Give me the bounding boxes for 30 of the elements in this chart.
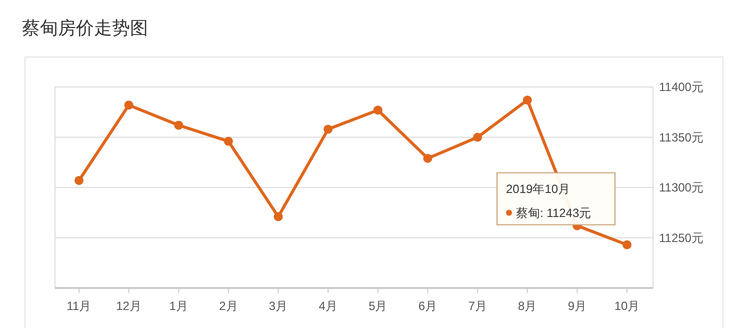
annotation: 2019年10月: [506, 182, 570, 196]
x-tick-label: 7月: [468, 299, 487, 313]
x-tick-label: 1月: [169, 299, 188, 313]
x-tick-label: 8月: [518, 299, 537, 313]
annotation: 蔡甸: 11243元: [516, 206, 592, 220]
point: [74, 176, 84, 185]
x-tick-label: 3月: [268, 299, 288, 313]
y-tick-label: 11300元: [659, 180, 704, 194]
x-tick-label: 5月: [368, 299, 388, 313]
point: [274, 212, 283, 222]
y-tick-label: 11250元: [659, 230, 704, 245]
point: [324, 124, 333, 134]
x-tick-label: 9月: [568, 299, 587, 313]
point: [174, 120, 184, 130]
x-tick-label: 4月: [318, 299, 338, 313]
chart-title: 蔡甸房价走势图: [22, 18, 148, 38]
point: [522, 96, 532, 105]
point: [473, 132, 482, 142]
x-tick-label: 10月: [614, 299, 640, 313]
point: [622, 240, 632, 250]
y-tick-label: 11350元: [659, 130, 704, 144]
point: [373, 106, 382, 115]
point: [124, 100, 134, 110]
x-tick-label: 12月: [116, 299, 142, 313]
x-tick-label: 6月: [418, 299, 438, 313]
point: [224, 136, 233, 146]
x-tick-label: 11月: [66, 299, 92, 313]
y-tick-label: 11400元: [659, 80, 704, 94]
x-tick-label: 2月: [219, 299, 238, 313]
point: [423, 154, 432, 163]
